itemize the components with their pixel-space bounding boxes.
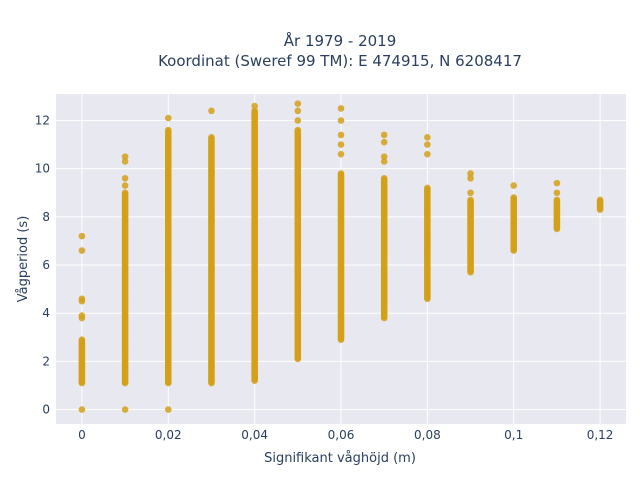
data-point — [553, 189, 561, 197]
data-point — [121, 189, 129, 197]
y-tick-label: 2 — [42, 354, 50, 368]
data-column — [510, 182, 518, 254]
y-tick-label: 8 — [42, 210, 50, 224]
data-point — [121, 175, 129, 182]
x-tick-label: 0,04 — [241, 428, 268, 442]
y-tick-label: 4 — [42, 306, 50, 320]
data-point — [553, 196, 561, 204]
y-axis-title: Vågperiod (s) — [16, 216, 31, 303]
data-point — [424, 184, 431, 192]
data-point — [164, 126, 172, 134]
data-point — [121, 153, 129, 160]
data-point — [337, 117, 345, 124]
data-point — [380, 131, 388, 139]
data-point — [251, 107, 258, 115]
data-point — [380, 153, 388, 160]
data-point — [78, 336, 86, 343]
data-point — [553, 179, 561, 187]
data-point — [337, 141, 345, 148]
data-point — [121, 158, 129, 165]
y-tick-label: 12 — [35, 113, 50, 127]
x-tick-label: 0,02 — [155, 428, 182, 442]
data-point — [208, 134, 215, 141]
x-tick-label: 0,1 — [504, 428, 523, 442]
data-point — [251, 102, 258, 110]
data-column — [553, 179, 561, 233]
data-column — [251, 102, 258, 384]
data-point — [78, 406, 86, 413]
data-point — [164, 114, 172, 122]
data-point — [78, 295, 86, 303]
data-point — [467, 196, 474, 204]
data-point — [380, 158, 388, 165]
chart-title-line1: År 1979 - 2019 — [284, 31, 397, 50]
data-point — [208, 107, 215, 115]
y-tick-label: 6 — [42, 258, 50, 272]
data-point — [337, 131, 345, 139]
data-point — [467, 170, 474, 177]
data-point — [510, 194, 518, 201]
data-point — [467, 175, 474, 182]
data-point — [78, 247, 86, 254]
data-point — [424, 141, 431, 148]
x-tick-label: 0 — [78, 428, 86, 442]
x-tick-label: 0,06 — [328, 428, 355, 442]
data-column — [164, 114, 172, 413]
data-column — [294, 100, 302, 363]
y-tick-label: 10 — [35, 162, 50, 176]
data-points — [78, 100, 604, 413]
data-point — [78, 312, 86, 319]
y-axis-ticks: 0 2 4 6 8 10 12 — [35, 113, 50, 416]
data-point — [294, 126, 302, 134]
data-point — [337, 105, 345, 112]
x-axis-title: Signifikant våghöjd (m) — [264, 451, 416, 466]
data-point — [294, 117, 302, 124]
data-point — [510, 182, 518, 189]
y-tick-label: 0 — [42, 403, 50, 417]
data-point — [121, 182, 129, 189]
data-column — [121, 153, 129, 413]
x-tick-label: 0,12 — [587, 428, 614, 442]
data-point — [596, 196, 604, 204]
data-column — [596, 196, 604, 213]
data-point — [294, 100, 302, 107]
data-column — [337, 105, 345, 343]
data-column — [424, 134, 431, 303]
data-point — [337, 150, 345, 158]
data-column — [380, 131, 388, 322]
data-point — [380, 175, 388, 182]
data-column — [208, 107, 215, 387]
x-axis-ticks: 0 0,02 0,04 0,06 0,08 0,1 0,12 — [78, 428, 613, 442]
data-point — [337, 170, 345, 177]
data-point — [467, 189, 474, 197]
chart-title-line2: Koordinat (Sweref 99 TM): E 474915, N 62… — [158, 52, 522, 70]
data-point — [78, 232, 86, 240]
data-point — [380, 138, 388, 146]
data-point — [424, 134, 431, 141]
data-point — [424, 150, 431, 158]
data-column — [467, 170, 474, 276]
data-point — [121, 406, 129, 413]
x-tick-label: 0,08 — [414, 428, 441, 442]
data-point — [164, 406, 172, 413]
data-point — [294, 107, 302, 115]
data-column — [78, 232, 86, 413]
